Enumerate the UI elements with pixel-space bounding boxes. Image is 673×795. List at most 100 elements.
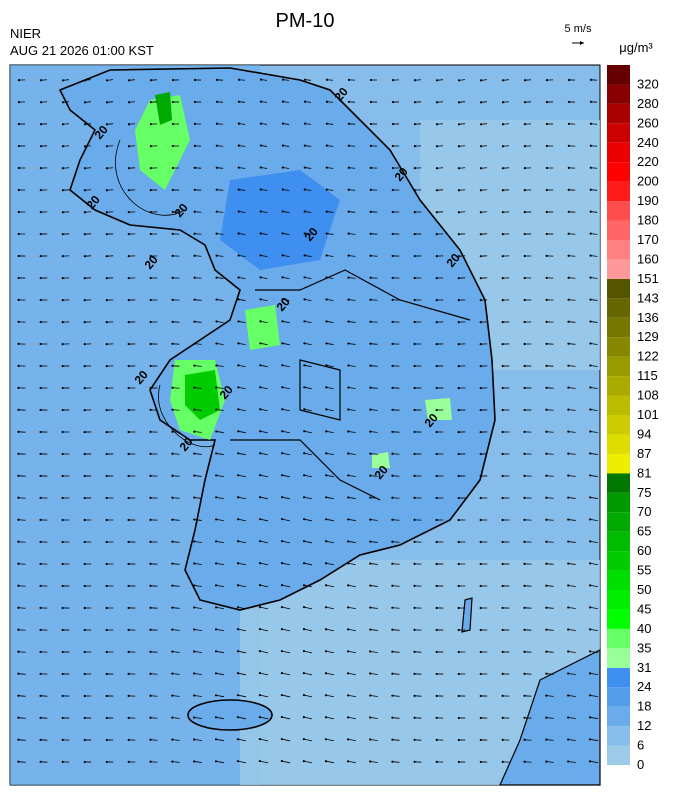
arrow-head	[236, 738, 240, 741]
arrow-head	[127, 540, 130, 544]
map	[9, 64, 601, 786]
wind-arrow	[302, 628, 313, 632]
arrow-head	[589, 606, 592, 609]
arrow-head	[457, 518, 460, 522]
wind-arrow	[435, 628, 444, 632]
arrow-head	[457, 167, 461, 170]
wind-arrow	[589, 364, 598, 367]
wind-arrow	[545, 254, 554, 258]
arrow-shaft	[392, 673, 400, 675]
wind-arrow	[127, 255, 136, 258]
arrow-head	[302, 672, 306, 675]
arrow-head	[589, 298, 592, 301]
arrow-head	[83, 211, 86, 214]
arrow-shaft	[370, 585, 378, 587]
wind-arrow	[567, 166, 576, 169]
wind-arrow	[391, 188, 400, 192]
arrow-head	[347, 518, 350, 521]
arrow-head	[83, 496, 86, 500]
arrow-shaft	[370, 739, 378, 741]
wind-arrow	[83, 189, 92, 192]
arrow-head	[588, 694, 592, 697]
arrow-head	[215, 78, 219, 81]
wind-arrow	[413, 364, 422, 368]
arrow-shaft	[546, 673, 554, 675]
arrow-head	[545, 408, 548, 411]
arrow-head	[39, 320, 42, 324]
arrow-head	[237, 122, 241, 125]
wind-arrow	[325, 254, 334, 257]
arrow-shaft	[326, 386, 334, 390]
wind-arrow	[523, 430, 532, 434]
wind-arrow	[413, 562, 422, 565]
arrow-head	[589, 562, 592, 565]
arrow-head	[369, 298, 372, 301]
arrow-head	[501, 496, 504, 500]
arrow-head	[237, 78, 241, 81]
arrow-head	[237, 276, 240, 279]
wind-arrow	[61, 562, 70, 566]
wind-arrow	[523, 716, 532, 719]
arrow-shaft	[259, 738, 269, 742]
wind-arrow	[258, 606, 269, 610]
wind-arrow	[61, 145, 70, 148]
wind-arrow	[193, 254, 202, 257]
arrow-head	[567, 694, 570, 697]
source: NIER	[10, 26, 41, 41]
wind-arrow	[83, 233, 92, 236]
arrow-head	[171, 496, 174, 499]
arrow-head	[39, 167, 42, 170]
arrow-head	[259, 254, 262, 257]
wind-arrow	[435, 189, 444, 192]
wind-arrow	[567, 716, 576, 719]
wind-arrow	[105, 408, 114, 412]
wind-arrow	[83, 211, 92, 214]
wind-arrow	[391, 276, 400, 280]
arrow-shaft	[282, 298, 290, 302]
wind-arrow	[588, 716, 598, 720]
wind-arrow	[105, 716, 114, 720]
wind-arrow	[413, 716, 422, 719]
arrow-shaft	[304, 474, 312, 478]
wind-arrow	[303, 298, 312, 302]
arrow-head	[61, 386, 64, 390]
wind-arrow	[523, 760, 532, 763]
arrow-head	[127, 716, 130, 719]
arrow-head	[369, 694, 372, 697]
wind-arrow	[523, 606, 532, 609]
wind-arrow	[435, 584, 444, 588]
arrow-shaft	[348, 365, 356, 367]
wind-arrow	[545, 144, 554, 148]
arrow-head	[39, 123, 43, 126]
arrow-shaft	[546, 739, 554, 741]
arrow-head	[171, 122, 175, 126]
wind-arrow	[457, 365, 466, 368]
wind-arrow	[280, 540, 290, 544]
wind-arrow	[193, 232, 202, 235]
arrow-head	[83, 430, 86, 434]
arrow-head	[171, 606, 174, 609]
arrow-shaft	[348, 255, 356, 257]
wind-arrow	[236, 562, 246, 566]
wind-arrow	[237, 518, 246, 522]
arrow-head	[127, 79, 131, 82]
colorbar-label: 101	[637, 407, 659, 422]
arrow-head	[391, 496, 394, 499]
arrow-head	[39, 496, 42, 500]
arrow-shaft	[238, 277, 246, 279]
arrow-head	[567, 408, 570, 411]
arrow-head	[127, 364, 130, 368]
wind-arrow	[523, 694, 532, 697]
wind-arrow	[501, 167, 510, 170]
wind-arrow	[523, 452, 532, 455]
colorbar: 0612182431354045505560657075818794101108…	[607, 65, 659, 772]
wind-arrow	[127, 540, 136, 544]
arrow-shaft	[216, 606, 224, 610]
arrow-head	[369, 518, 372, 521]
wind-arrow	[171, 298, 180, 301]
wind-arrow	[149, 430, 158, 433]
wind-arrow	[193, 650, 202, 653]
arrow-head	[413, 540, 416, 543]
wind-arrow	[413, 167, 422, 170]
